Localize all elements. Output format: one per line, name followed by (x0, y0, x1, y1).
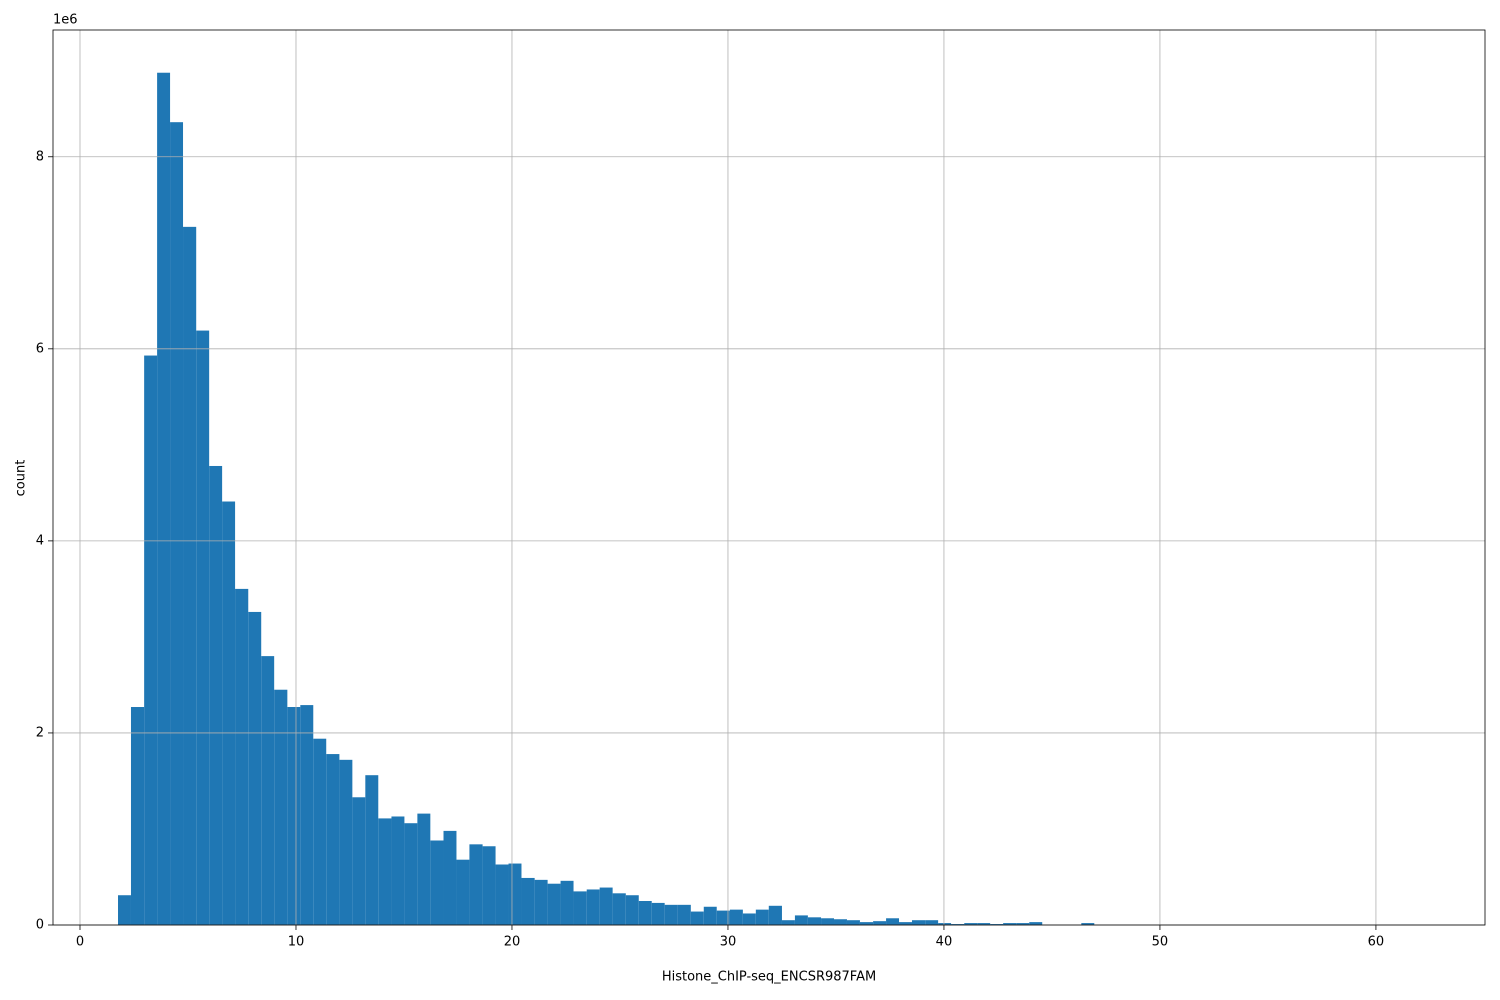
bar (925, 920, 939, 925)
x-axis-label: Histone_ChIP-seq_ENCSR987FAM (662, 970, 876, 985)
x-tick-label: 60 (1368, 935, 1385, 950)
bar (365, 775, 379, 925)
y-tick-label: 4 (36, 533, 44, 548)
bar (729, 909, 743, 925)
bar (638, 900, 652, 925)
bar (130, 707, 145, 925)
x-tick-label: 30 (720, 935, 737, 950)
y-tick-label: 6 (36, 341, 44, 356)
bar (951, 924, 965, 925)
bar (196, 330, 210, 925)
x-tick-label: 50 (1152, 935, 1169, 950)
bar (677, 904, 691, 925)
y-tick-label: 0 (36, 918, 44, 933)
bar (274, 689, 288, 925)
bar (664, 904, 678, 925)
bar (873, 921, 887, 925)
bar (170, 122, 184, 925)
bar (443, 830, 457, 925)
y-tick-label: 8 (36, 149, 44, 164)
bar (990, 924, 1004, 925)
y-offset-label: 1e6 (53, 13, 78, 28)
bar (248, 611, 262, 925)
bar (794, 915, 808, 925)
plot-frame (52, 29, 1486, 926)
bar (911, 920, 926, 925)
bar (404, 823, 418, 925)
bar (1016, 923, 1030, 925)
y-tick-label: 2 (36, 725, 44, 740)
bar (118, 895, 131, 925)
bar (886, 918, 900, 925)
bar (807, 917, 822, 925)
bar (821, 918, 835, 925)
bar (339, 759, 353, 925)
bar (326, 754, 340, 925)
bar (144, 355, 158, 925)
bar (235, 588, 249, 925)
bar (859, 922, 874, 925)
bar (287, 707, 301, 925)
bar (417, 813, 431, 925)
bar (742, 913, 756, 925)
bar (534, 879, 548, 925)
bar (573, 891, 587, 925)
bar (1081, 923, 1095, 925)
bar (261, 656, 275, 925)
bar (834, 919, 847, 925)
bar (482, 846, 496, 925)
bar (899, 922, 912, 925)
bar (586, 889, 600, 925)
x-tick-label: 20 (504, 935, 521, 950)
bar (222, 501, 236, 925)
bar (651, 902, 665, 925)
x-tick-label: 0 (76, 935, 84, 950)
bar (716, 910, 730, 925)
bar (1003, 923, 1017, 925)
bar (456, 859, 470, 925)
bar (378, 818, 392, 925)
bar (352, 797, 366, 925)
bar (938, 923, 952, 925)
bar (599, 887, 613, 925)
bar (768, 905, 782, 925)
bar (1029, 922, 1043, 925)
bar (690, 911, 704, 925)
bar (612, 893, 626, 925)
bar (495, 864, 509, 925)
bar (755, 909, 769, 925)
bar (964, 923, 978, 925)
bar (521, 877, 535, 925)
bar (547, 883, 561, 925)
bar (183, 226, 197, 926)
bar (625, 895, 639, 925)
bar (781, 920, 795, 925)
x-tick-label: 10 (288, 935, 305, 950)
x-tick-label: 40 (936, 935, 953, 950)
bar (703, 906, 717, 925)
bar (469, 844, 483, 925)
bar (430, 840, 444, 925)
bar (209, 465, 223, 925)
bar (508, 863, 522, 925)
bar (313, 738, 327, 925)
bar (846, 920, 860, 925)
bar (157, 72, 171, 925)
bar (977, 923, 991, 925)
bar (560, 880, 574, 925)
bar (391, 816, 405, 925)
bar (300, 705, 314, 925)
y-axis-label: count (14, 460, 29, 497)
